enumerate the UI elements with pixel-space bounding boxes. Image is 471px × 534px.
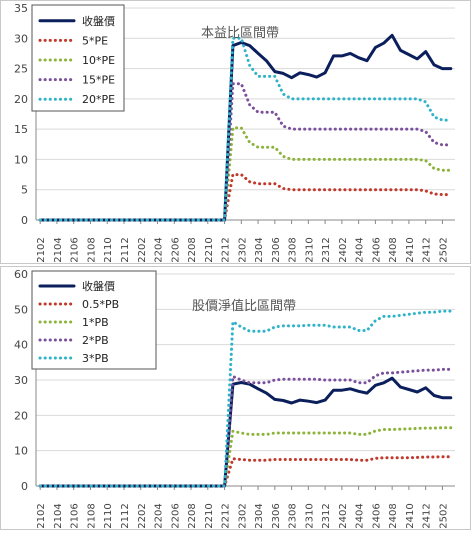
x-tick-label: 2202	[137, 503, 148, 528]
x-tick-label: 2304	[254, 503, 265, 528]
x-tick-label: 2106	[70, 237, 81, 262]
y-tick-label: 0	[21, 214, 28, 227]
y-tick-label: 35	[14, 2, 28, 15]
series-line-1	[38, 173, 453, 222]
legend: 收盤價 0.5*PB 1*PB 2*PB 3*PB	[31, 270, 157, 370]
legend-label: 0.5*PB	[82, 298, 119, 311]
x-tick-label: 2108	[86, 237, 97, 262]
x-tick-label: 2204	[154, 237, 165, 262]
x-tick-label: 2112	[120, 503, 131, 528]
x-tick-label: 2406	[371, 237, 382, 262]
series-line-0	[38, 33, 453, 222]
y-tick-label: 15	[14, 123, 28, 136]
y-tick-label: 30	[14, 374, 28, 387]
x-tick-label: 2204	[154, 503, 165, 528]
y-tick-label: 50	[14, 303, 28, 316]
x-tick-label: 2302	[237, 503, 248, 528]
pb-band-chart-panel: 0 10 20 30 40 50 60 2102 2104 2106 2108 2110 2112 220…	[0, 266, 471, 530]
x-tick-label: 2206	[170, 503, 181, 528]
x-tick-label: 2402	[338, 503, 349, 528]
x-tick-label: 2210	[204, 237, 215, 262]
x-tick-label: 2306	[271, 503, 282, 528]
x-tick-label: 2106	[70, 503, 81, 528]
y-tick-label: 25	[14, 63, 28, 76]
x-tick-label: 2502	[438, 503, 449, 528]
x-tick-label: 2108	[86, 503, 97, 528]
x-tick-label: 2212	[221, 503, 232, 528]
x-tick-label: 2104	[53, 503, 64, 528]
x-tick-label: 2306	[271, 237, 282, 262]
chart-title: 股價淨值比區間帶	[192, 298, 296, 314]
x-tick-label: 2112	[120, 237, 131, 262]
x-tick-label: 2502	[438, 237, 449, 262]
x-tick-label: 2206	[170, 237, 181, 262]
legend-label: 收盤價	[82, 14, 115, 28]
pb-band-chart: 0 10 20 30 40 50 60 2102 2104 2106 2108 2110 2112 220…	[0, 266, 471, 530]
y-tick-label: 40	[14, 339, 28, 352]
x-tick-label: 2308	[288, 503, 299, 528]
x-tick-label: 2302	[237, 237, 248, 262]
x-tick-label: 2406	[371, 503, 382, 528]
x-tick-label: 2412	[422, 503, 433, 528]
y-tick-label: 5	[21, 184, 28, 197]
x-tick-label: 2402	[338, 237, 349, 262]
x-tick-label: 2212	[221, 237, 232, 262]
legend-label: 20*PE	[82, 93, 115, 106]
y-tick-label: 0	[21, 480, 28, 493]
y-tick-label: 30	[14, 32, 28, 45]
x-tick-label: 2208	[187, 503, 198, 528]
y-tick-label: 20	[14, 93, 28, 106]
y-tick-label: 10	[14, 153, 28, 166]
pe-band-chart: 0 5 10 15 20 25 30 35 2102 2104 2106 2108 2110 2112 22…	[0, 0, 471, 264]
legend-label: 2*PB	[82, 334, 109, 347]
legend-label: 3*PB	[82, 352, 109, 365]
x-tick-label: 2310	[304, 237, 315, 262]
y-tick-label: 60	[14, 268, 28, 281]
x-tick-label: 2408	[388, 503, 399, 528]
series-line-0	[38, 376, 453, 488]
legend: 收盤價 5*PE 10*PE 15*PE 20*PE	[31, 4, 125, 112]
x-tick-label: 2412	[422, 237, 433, 262]
legend-box	[31, 4, 125, 112]
x-tick-label: 2208	[187, 237, 198, 262]
x-tick-label: 2110	[103, 503, 114, 528]
x-tick-label: 2102	[36, 237, 47, 262]
x-tick-label: 2308	[288, 237, 299, 262]
y-tick-label: 10	[14, 445, 28, 458]
x-tick-label: 2312	[321, 237, 332, 262]
x-tick-label: 2410	[405, 237, 416, 262]
x-tick-label: 2304	[254, 237, 265, 262]
legend-label: 收盤價	[82, 279, 115, 293]
y-tick-label: 20	[14, 409, 28, 422]
x-tick-label: 2408	[388, 237, 399, 262]
x-tick-label: 2410	[405, 503, 416, 528]
x-tick-label: 2310	[304, 503, 315, 528]
x-tick-label: 2312	[321, 503, 332, 528]
x-tick-label: 2404	[355, 503, 366, 528]
x-tick-label: 2202	[137, 237, 148, 262]
pe-band-chart-panel: 0 5 10 15 20 25 30 35 2102 2104 2106 2108 2110 2112 22…	[0, 0, 471, 264]
series-line-4	[38, 309, 453, 488]
x-tick-label: 2102	[36, 503, 47, 528]
x-tick-label: 2210	[204, 503, 215, 528]
series-line-4	[38, 36, 453, 222]
series-line-3	[38, 367, 453, 488]
series-line-1	[38, 455, 453, 488]
x-tick-label: 2110	[103, 237, 114, 262]
legend-label: 15*PE	[82, 74, 115, 87]
x-tick-label: 2404	[355, 237, 366, 262]
series-line-3	[38, 82, 453, 222]
x-tick-label: 2104	[53, 237, 64, 262]
legend-label: 5*PE	[82, 34, 108, 47]
chart-title: 本益比區間帶	[201, 26, 279, 41]
legend-label: 10*PE	[82, 54, 115, 67]
legend-label: 1*PB	[82, 316, 109, 329]
